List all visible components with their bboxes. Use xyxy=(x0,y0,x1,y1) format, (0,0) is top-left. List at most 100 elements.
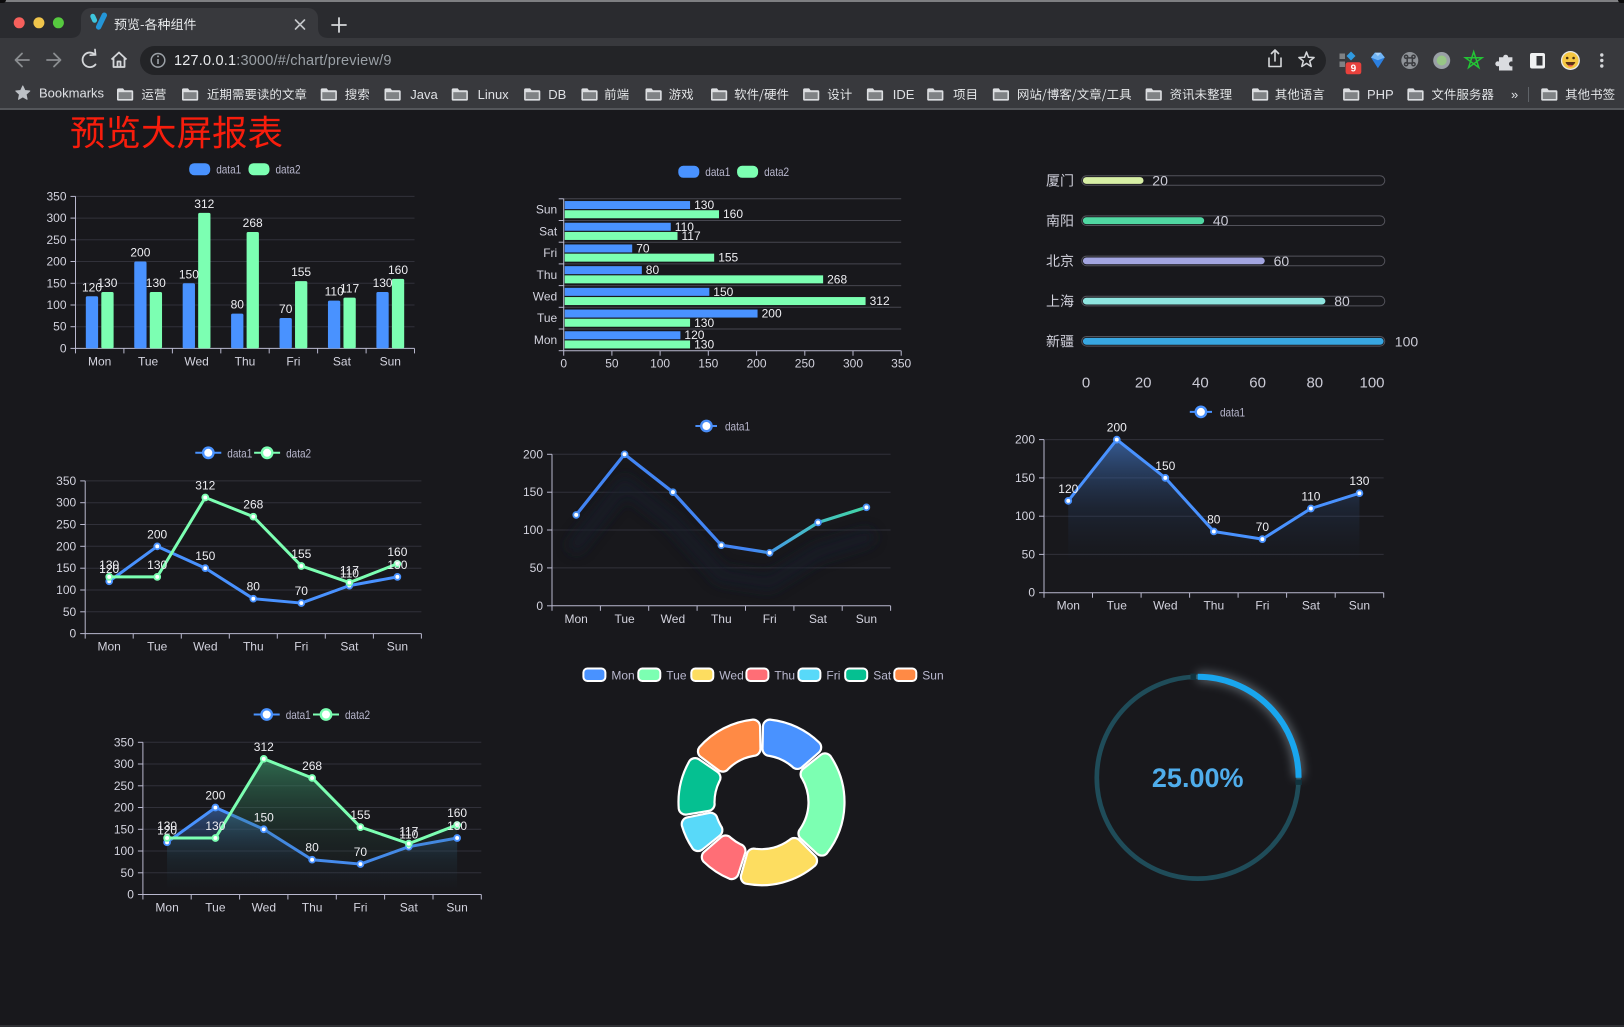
svg-text:80: 80 xyxy=(1334,293,1350,309)
svg-text:Fri: Fri xyxy=(763,612,777,626)
svg-text:130: 130 xyxy=(694,316,714,330)
svg-text:150: 150 xyxy=(523,485,543,499)
svg-text:117: 117 xyxy=(399,825,418,839)
svg-text:Wed: Wed xyxy=(184,354,208,368)
svg-text:50: 50 xyxy=(53,320,67,334)
svg-text:350: 350 xyxy=(114,735,134,749)
svg-text:0: 0 xyxy=(127,888,134,902)
svg-text:Sat: Sat xyxy=(809,612,828,626)
svg-text:Sun: Sun xyxy=(380,354,401,368)
svg-text:160: 160 xyxy=(387,545,407,559)
svg-text:Sat: Sat xyxy=(1302,599,1321,613)
svg-text:100: 100 xyxy=(1395,333,1419,349)
svg-text:80: 80 xyxy=(231,298,245,312)
svg-text:200: 200 xyxy=(147,527,167,541)
svg-text:data1: data1 xyxy=(725,420,750,434)
svg-text:150: 150 xyxy=(46,276,66,290)
svg-text:200: 200 xyxy=(1015,433,1035,447)
svg-text:130: 130 xyxy=(694,198,714,212)
svg-text:110: 110 xyxy=(1301,490,1320,504)
svg-text:130: 130 xyxy=(1349,474,1369,488)
svg-text:312: 312 xyxy=(870,294,890,308)
svg-text:Tue: Tue xyxy=(205,901,226,915)
svg-text:268: 268 xyxy=(827,272,847,286)
svg-text:Mon: Mon xyxy=(565,612,588,626)
svg-text:50: 50 xyxy=(63,605,77,619)
svg-text:data1: data1 xyxy=(227,446,252,460)
svg-text:40: 40 xyxy=(1192,375,1209,392)
svg-text:0: 0 xyxy=(560,357,567,371)
svg-text:100: 100 xyxy=(1015,509,1035,523)
svg-text:200: 200 xyxy=(130,246,150,260)
svg-text:Mon: Mon xyxy=(98,640,121,654)
svg-text:Wed: Wed xyxy=(661,612,685,626)
svg-text:Wed: Wed xyxy=(252,901,276,915)
svg-text:Mon: Mon xyxy=(534,333,557,347)
svg-text:Sun: Sun xyxy=(1349,599,1370,613)
svg-text:200: 200 xyxy=(747,357,767,371)
svg-text:117: 117 xyxy=(340,282,359,296)
svg-text:155: 155 xyxy=(350,808,370,822)
svg-text:50: 50 xyxy=(121,866,135,880)
svg-text:150: 150 xyxy=(1155,459,1175,473)
svg-text:9: 9 xyxy=(1351,64,1357,75)
svg-text:Sat: Sat xyxy=(340,640,359,654)
svg-text:130: 130 xyxy=(97,276,117,290)
svg-text:110: 110 xyxy=(325,285,344,299)
svg-text:150: 150 xyxy=(1015,471,1035,485)
svg-text:100: 100 xyxy=(650,357,670,371)
svg-text:100: 100 xyxy=(523,523,543,537)
svg-text:IDE: IDE xyxy=(893,87,915,102)
svg-text:160: 160 xyxy=(447,806,467,820)
svg-text:160: 160 xyxy=(723,207,743,221)
svg-text:Mon: Mon xyxy=(88,354,111,368)
svg-text:Wed: Wed xyxy=(719,668,743,682)
svg-text:Tue: Tue xyxy=(614,612,635,626)
svg-text:200: 200 xyxy=(523,447,543,461)
svg-text:Thu: Thu xyxy=(243,640,264,654)
svg-text:250: 250 xyxy=(46,233,66,247)
svg-text:350: 350 xyxy=(891,357,911,371)
svg-text:250: 250 xyxy=(795,357,815,371)
svg-text:50: 50 xyxy=(605,357,619,371)
svg-text:Thu: Thu xyxy=(537,268,558,282)
svg-text:100: 100 xyxy=(46,298,66,312)
svg-text:Fri: Fri xyxy=(286,354,300,368)
svg-text:Sat: Sat xyxy=(873,668,892,682)
svg-text:Sat: Sat xyxy=(333,354,352,368)
svg-text:100: 100 xyxy=(56,583,76,597)
svg-text:Thu: Thu xyxy=(302,901,323,915)
svg-text:120: 120 xyxy=(1058,482,1078,496)
svg-text:60: 60 xyxy=(1249,375,1266,392)
svg-text:110: 110 xyxy=(340,567,359,581)
svg-text:120: 120 xyxy=(157,823,177,837)
svg-text:Fri: Fri xyxy=(353,901,367,915)
svg-text:100: 100 xyxy=(114,844,134,858)
svg-text:Thu: Thu xyxy=(711,612,732,626)
svg-text:80: 80 xyxy=(305,841,319,855)
svg-text:155: 155 xyxy=(718,251,738,265)
svg-text:Sat: Sat xyxy=(400,901,419,915)
svg-text:350: 350 xyxy=(46,189,66,203)
svg-text:Thu: Thu xyxy=(235,354,256,368)
svg-text:200: 200 xyxy=(762,307,782,321)
svg-text:150: 150 xyxy=(698,357,718,371)
svg-text:250: 250 xyxy=(56,518,76,532)
svg-text:200: 200 xyxy=(56,539,76,553)
svg-text:Mon: Mon xyxy=(155,901,178,915)
svg-text:Fri: Fri xyxy=(826,668,840,682)
svg-text:300: 300 xyxy=(56,496,76,510)
svg-text:data2: data2 xyxy=(764,165,789,179)
svg-text:Mon: Mon xyxy=(611,668,634,682)
svg-text:110: 110 xyxy=(399,828,418,842)
svg-text:268: 268 xyxy=(243,498,263,512)
svg-text:130: 130 xyxy=(147,558,167,572)
svg-text:60: 60 xyxy=(1274,253,1290,269)
svg-text:50: 50 xyxy=(1022,547,1036,561)
svg-text:268: 268 xyxy=(302,759,322,773)
svg-text:120: 120 xyxy=(99,562,119,576)
svg-text:0: 0 xyxy=(536,599,543,613)
svg-text:data1: data1 xyxy=(705,165,730,179)
svg-text:110: 110 xyxy=(675,220,694,234)
svg-text:Thu: Thu xyxy=(1203,599,1224,613)
